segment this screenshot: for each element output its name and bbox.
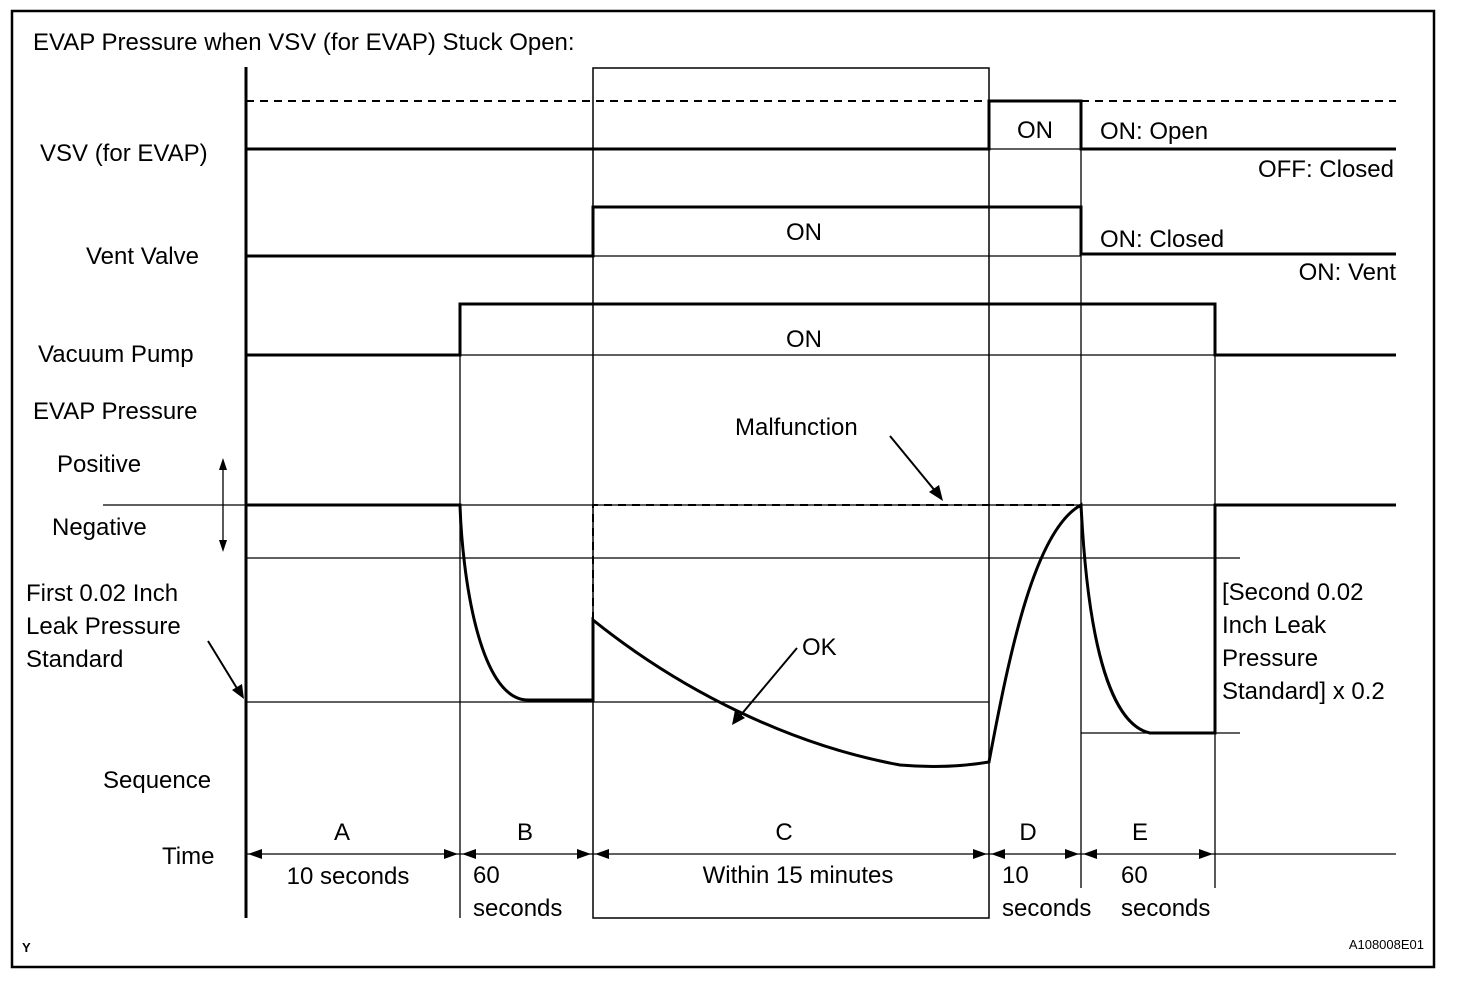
positive-label: Positive [57, 451, 141, 478]
vacuum-pump-signal [246, 302, 1396, 357]
duration-b-line1: 60 [473, 862, 500, 889]
second-standard-line2: Inch Leak [1222, 612, 1327, 639]
arrow-a-left [248, 849, 262, 859]
second-standard-line1: [Second 0.02 [1222, 579, 1363, 606]
vsv-off-closed-text: OFF: Closed [1258, 156, 1394, 183]
vsv-on-open-text: ON: Open [1100, 118, 1208, 145]
vent-valve-label: Vent Valve [86, 243, 199, 270]
duration-e-line1: 60 [1121, 862, 1148, 889]
section-c-box [592, 67, 990, 919]
ok-pointer [739, 647, 798, 717]
vent-on-vent-text: ON: Vent [1299, 259, 1397, 286]
arrow-c-right [973, 849, 987, 859]
sequence-a: A [334, 819, 350, 846]
duration-b-line2: seconds [473, 895, 562, 922]
vent-valve-signal [246, 205, 1396, 258]
malfunction-text: Malfunction [735, 414, 858, 441]
figure-id: A108008E01 [1349, 937, 1424, 952]
figure-title: EVAP Pressure when VSV (for EVAP) Stuck … [33, 29, 575, 56]
arrow-b-left [462, 849, 476, 859]
duration-a: 10 seconds [287, 863, 410, 890]
sequence-b: B [517, 819, 533, 846]
time-span-arrows [248, 849, 1213, 859]
neg-arrow-head [219, 540, 227, 552]
vsv-label: VSV (for EVAP) [40, 140, 208, 167]
malfunction-trace [592, 504, 1081, 620]
ok-text: OK [802, 634, 837, 661]
second-standard-line3: Pressure [1222, 645, 1318, 672]
sequence-c: C [775, 819, 792, 846]
duration-e-line2: seconds [1121, 895, 1210, 922]
ok-pointer-head [732, 710, 745, 725]
first-standard-pointer [207, 640, 239, 691]
second-standard-line4: Standard] x 0.2 [1222, 678, 1385, 705]
first-standard-pointer-head [232, 684, 244, 699]
evap-pressure-trace [246, 502, 1396, 768]
pump-on-text: ON [786, 326, 822, 353]
time-label: Time [162, 843, 214, 870]
evap-pressure-label: EVAP Pressure [33, 398, 198, 425]
arrow-d-right [1065, 849, 1079, 859]
sequence-e: E [1132, 819, 1148, 846]
arrow-a-right [444, 849, 458, 859]
duration-c: Within 15 minutes [703, 862, 894, 889]
arrow-e-left [1083, 849, 1097, 859]
duration-d-line1: 10 [1002, 862, 1029, 889]
figure-border [10, 9, 1436, 969]
vent-on-closed-text: ON: Closed [1100, 226, 1224, 253]
sequence-label: Sequence [103, 767, 211, 794]
first-standard-line3: Standard [26, 646, 123, 673]
vsv-signal [246, 99, 1396, 151]
footer-left-mark: Y [22, 940, 31, 955]
arrow-d-left [991, 849, 1005, 859]
malfunction-pointer-head [929, 485, 943, 501]
arrow-c-left [595, 849, 609, 859]
vacuum-pump-label: Vacuum Pump [38, 341, 194, 368]
duration-d-line2: seconds [1002, 895, 1091, 922]
vsv-on-text: ON [1017, 117, 1053, 144]
sequence-d: D [1019, 819, 1036, 846]
negative-label: Negative [52, 514, 147, 541]
arrow-b-right [577, 849, 591, 859]
pos-arrow-head [219, 458, 227, 470]
first-standard-line2: Leak Pressure [26, 613, 181, 640]
malfunction-pointer [889, 435, 937, 493]
vent-on-text: ON [786, 219, 822, 246]
arrow-e-right [1199, 849, 1213, 859]
first-standard-line1: First 0.02 Inch [26, 580, 178, 607]
